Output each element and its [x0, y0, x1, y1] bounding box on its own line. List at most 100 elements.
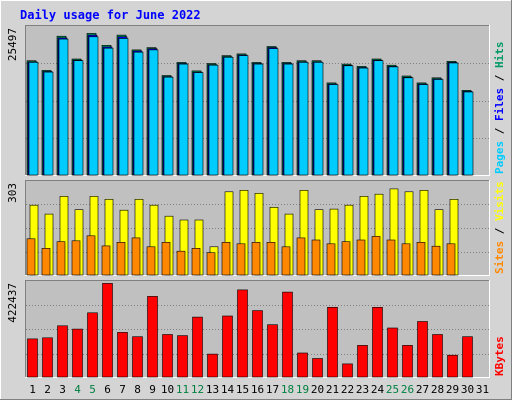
panel-visits_sites: 303 Sites / Visits [6, 180, 506, 276]
bar-sites-day-3 [56, 241, 66, 276]
panel-legend: KBytes [493, 336, 506, 376]
x-tick-label-12: 12 [191, 383, 204, 396]
panel-hits_files_pages: 25497 Pages / Files / Hits [6, 25, 506, 176]
bar-kbytes-day-25 [387, 327, 398, 378]
bar-kbytes-day-26 [402, 345, 413, 378]
legend-entry-pages: Pages [493, 141, 506, 174]
x-tick-label-31: 31 [476, 383, 489, 396]
x-tick-label-11: 11 [176, 383, 189, 396]
bar-kbytes-day-15 [237, 289, 248, 378]
bar-kbytes-day-2 [42, 337, 53, 378]
bar-pages-day-29 [448, 62, 459, 176]
bar-kbytes-day-9 [147, 296, 158, 378]
legend-entry-kbytes: KBytes [493, 336, 506, 376]
bar-sites-day-7 [116, 242, 126, 276]
bar-sites-day-14 [221, 242, 231, 276]
bar-pages-day-30 [463, 91, 474, 176]
bar-kbytes-day-29 [447, 354, 458, 378]
bar-sites-day-9 [146, 246, 156, 276]
panel-legend: Sites / Visits [493, 181, 506, 274]
bar-kbytes-day-7 [117, 332, 128, 378]
x-tick-label-22: 22 [341, 383, 354, 396]
bar-sites-day-25 [386, 239, 396, 276]
bar-kbytes-day-13 [207, 353, 218, 378]
chart-panels: 25497 Pages / Files / Hits 303 Sites / Visi… [6, 25, 506, 378]
bar-pages-day-18 [283, 63, 294, 176]
bar-sites-day-11 [176, 250, 186, 276]
bar-sites-day-1 [26, 238, 36, 276]
x-tick-label-27: 27 [416, 383, 429, 396]
bar-kbytes-day-24 [372, 306, 383, 378]
bar-pages-day-7 [118, 38, 129, 176]
bar-kbytes-day-1 [27, 338, 38, 378]
x-tick-label-14: 14 [221, 383, 235, 396]
x-tick-label-17: 17 [266, 383, 279, 396]
x-tick-label-3: 3 [59, 383, 66, 396]
bar-sites-day-27 [416, 242, 426, 276]
bar-sites-day-6 [101, 245, 111, 276]
x-tick-label-23: 23 [356, 383, 369, 396]
bar-pages-day-2 [43, 71, 54, 176]
bar-pages-day-19 [298, 62, 309, 176]
series-kbytes [27, 283, 473, 378]
x-tick-label-25: 25 [386, 383, 399, 396]
bar-kbytes-day-20 [312, 358, 323, 378]
x-tick-label-4: 4 [74, 383, 81, 396]
x-axis: 1 2 3 4 5 6 7 8 9 10 11 12 13 14 15 16 17 18 19 20 21 22 23 24 2… [29, 383, 489, 396]
x-tick-label-15: 15 [236, 383, 249, 396]
bar-pages-day-21 [328, 84, 339, 176]
panel-bars [26, 33, 474, 176]
bar-sites-day-13 [206, 252, 216, 276]
panel-kbytes: 422437 KBytes [6, 280, 506, 378]
bar-kbytes-day-4 [72, 328, 83, 378]
bar-sites-day-29 [446, 243, 456, 276]
bar-pages-day-28 [433, 79, 444, 176]
bar-sites-day-17 [266, 242, 276, 276]
legend-entry-visits: Visits [493, 181, 506, 221]
bar-sites-day-12 [191, 248, 201, 276]
bar-kbytes-day-28 [432, 334, 443, 378]
bar-pages-day-14 [223, 56, 234, 176]
panel-max-label: 25497 [6, 28, 19, 61]
x-tick-label-13: 13 [206, 383, 219, 396]
bar-pages-day-25 [388, 66, 399, 176]
x-tick-label-1: 1 [29, 383, 36, 396]
bar-sites-day-20 [311, 239, 321, 276]
bar-sites-day-23 [356, 239, 366, 276]
bar-kbytes-day-14 [222, 315, 233, 378]
bar-kbytes-day-10 [162, 334, 173, 378]
bar-pages-day-10 [163, 76, 174, 176]
bar-kbytes-day-23 [357, 345, 368, 378]
bar-kbytes-day-11 [177, 335, 188, 378]
chart-title: Daily usage for June 2022 [20, 8, 201, 22]
bar-sites-day-19 [296, 237, 306, 276]
bar-sites-day-16 [251, 242, 261, 276]
bar-sites-day-2 [41, 248, 51, 276]
x-tick-label-5: 5 [89, 383, 96, 396]
bar-kbytes-day-21 [327, 306, 338, 378]
x-tick-label-26: 26 [401, 383, 414, 396]
bar-pages-day-23 [358, 67, 369, 176]
x-tick-label-21: 21 [326, 383, 339, 396]
bar-pages-day-24 [373, 60, 384, 176]
bar-sites-day-8 [131, 237, 141, 276]
bar-pages-day-13 [208, 64, 219, 176]
bar-pages-day-4 [73, 60, 84, 176]
x-tick-label-30: 30 [461, 383, 474, 396]
bar-sites-day-15 [236, 243, 246, 276]
bar-pages-day-15 [238, 55, 249, 176]
legend-entry-hits: Hits [493, 42, 506, 69]
legend-separator: / [493, 68, 506, 88]
panel-bars [27, 283, 473, 378]
bar-sites-day-5 [86, 235, 96, 276]
bar-pages-day-20 [313, 62, 324, 176]
bar-sites-day-10 [161, 242, 171, 276]
x-tick-label-20: 20 [311, 383, 324, 396]
bar-sites-day-28 [431, 245, 441, 276]
bar-kbytes-day-5 [87, 312, 98, 378]
bar-sites-day-24 [371, 236, 381, 276]
legend-separator: / [493, 121, 506, 141]
bar-kbytes-day-18 [282, 291, 293, 378]
x-tick-label-19: 19 [296, 383, 309, 396]
panel-max-label: 303 [6, 183, 19, 203]
